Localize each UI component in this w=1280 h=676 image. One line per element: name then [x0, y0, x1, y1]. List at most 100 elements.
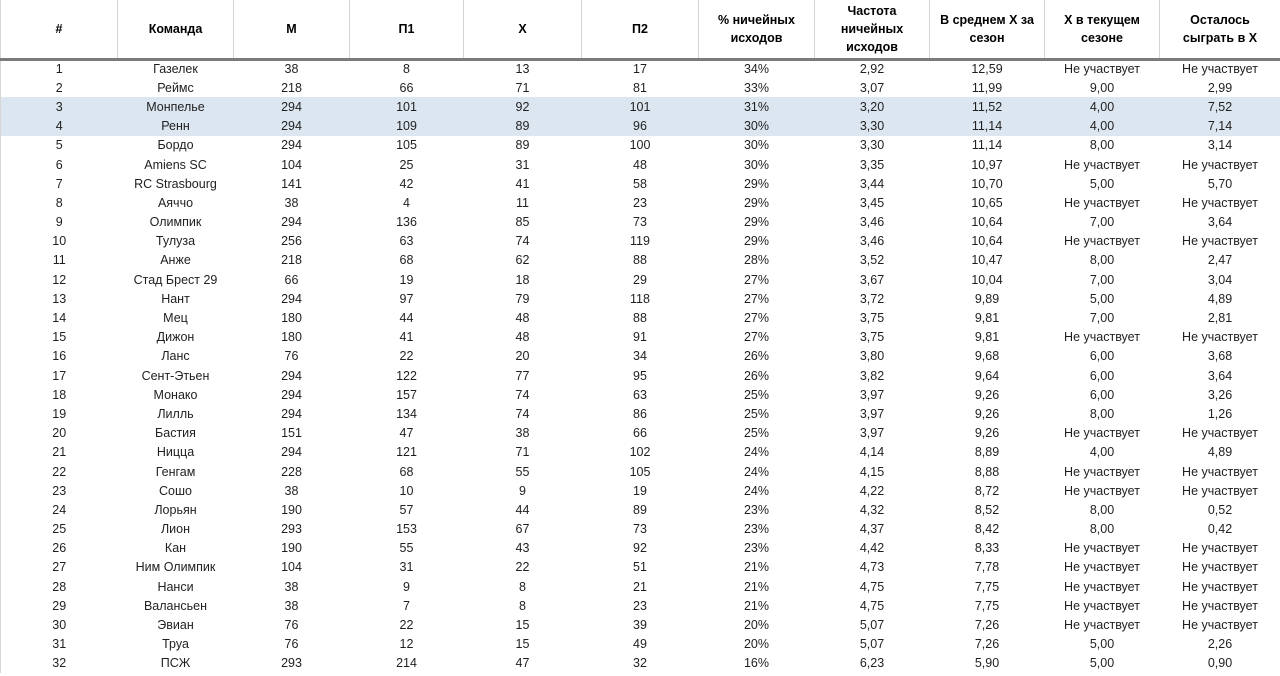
- cell-draw-frequency[interactable]: 3,97: [859, 406, 885, 421]
- cell-p2[interactable]: 100: [629, 138, 651, 153]
- cell-p1[interactable]: 22: [399, 618, 414, 633]
- cell-x-current-season[interactable]: 9,00: [1089, 80, 1115, 95]
- cell-avg-x-per-season[interactable]: 9,89: [974, 291, 1000, 306]
- cell-matches[interactable]: 190: [281, 541, 302, 556]
- cell-rank[interactable]: 9: [55, 215, 63, 230]
- cell-avg-x-per-season[interactable]: 11,14: [971, 138, 1003, 153]
- cell-draw-frequency[interactable]: 3,46: [859, 234, 885, 249]
- cell-matches[interactable]: 218: [281, 80, 302, 95]
- cell-x[interactable]: 89: [515, 138, 530, 153]
- column-header-p1[interactable]: П1: [349, 0, 464, 61]
- cell-x-current-season[interactable]: 5,00: [1089, 176, 1115, 191]
- cell-left-to-play-x[interactable]: Не участвует: [1182, 234, 1258, 249]
- cell-x[interactable]: 18: [515, 272, 530, 287]
- cell-draw-frequency[interactable]: 3,67: [859, 272, 885, 287]
- cell-rank[interactable]: 4: [0, 116, 118, 136]
- cell-matches[interactable]: 38: [284, 483, 299, 498]
- cell-draw-frequency[interactable]: 3,75: [859, 330, 885, 345]
- cell-avg-x-per-season[interactable]: 9,26: [974, 387, 1000, 402]
- cell-p2[interactable]: 102: [629, 445, 651, 460]
- cell-x[interactable]: 15: [515, 618, 530, 633]
- cell-x-current-season[interactable]: 8,00: [1089, 406, 1115, 421]
- cell-draw-frequency[interactable]: 3,30: [859, 138, 885, 153]
- cell-matches[interactable]: 76: [284, 618, 299, 633]
- cell-rank[interactable]: 13: [52, 291, 67, 306]
- cell-draw-percent[interactable]: 27%: [743, 330, 770, 345]
- cell-avg-x-per-season[interactable]: 11,52: [929, 97, 1045, 117]
- cell-draw-frequency[interactable]: 3,44: [859, 176, 885, 191]
- cell-p1[interactable]: 157: [396, 387, 417, 402]
- cell-p1[interactable]: 122: [396, 368, 417, 383]
- cell-avg-x-per-season[interactable]: 11,99: [971, 80, 1003, 95]
- cell-left-to-play-x[interactable]: 0,52: [1207, 502, 1233, 517]
- cell-p2[interactable]: 58: [633, 176, 647, 191]
- cell-avg-x-per-season[interactable]: 9,26: [974, 426, 1000, 441]
- cell-x[interactable]: 22: [515, 560, 530, 575]
- cell-draw-percent[interactable]: 30%: [698, 116, 815, 136]
- cell-p2[interactable]: 19: [633, 483, 647, 498]
- cell-x[interactable]: 71: [515, 445, 530, 460]
- cell-p2[interactable]: 23: [633, 195, 647, 210]
- cell-avg-x-per-season[interactable]: 8,72: [974, 483, 1000, 498]
- cell-avg-x-per-season[interactable]: 9,81: [974, 311, 1000, 326]
- cell-rank[interactable]: 23: [52, 483, 67, 498]
- cell-matches[interactable]: 294: [233, 116, 350, 136]
- cell-draw-percent[interactable]: 23%: [743, 541, 770, 556]
- cell-matches[interactable]: 190: [281, 502, 302, 517]
- cell-draw-percent[interactable]: 21%: [743, 598, 770, 613]
- cell-p2[interactable]: 66: [633, 426, 647, 441]
- cell-p1[interactable]: 10: [399, 483, 414, 498]
- cell-team[interactable]: Amiens SC: [144, 157, 207, 172]
- cell-draw-frequency[interactable]: 4,32: [859, 502, 885, 517]
- cell-x-current-season[interactable]: 8,00: [1089, 253, 1115, 268]
- cell-left-to-play-x[interactable]: 7,52: [1159, 97, 1280, 117]
- cell-draw-percent[interactable]: 25%: [743, 406, 770, 421]
- cell-p1[interactable]: 101: [349, 97, 464, 117]
- cell-p2[interactable]: 21: [633, 579, 647, 594]
- cell-matches[interactable]: 228: [281, 464, 302, 479]
- cell-matches[interactable]: 76: [284, 349, 299, 364]
- cell-x[interactable]: 89: [463, 116, 582, 136]
- cell-draw-frequency[interactable]: 4,37: [859, 522, 885, 537]
- cell-x-current-season[interactable]: Не участвует: [1064, 483, 1140, 498]
- cell-p1[interactable]: 63: [399, 234, 414, 249]
- cell-p2[interactable]: 81: [633, 80, 647, 95]
- cell-p2[interactable]: 89: [633, 502, 647, 517]
- cell-left-to-play-x[interactable]: Не участвует: [1182, 426, 1258, 441]
- cell-matches[interactable]: 294: [281, 387, 302, 402]
- cell-x-current-season[interactable]: 4,00: [1089, 445, 1115, 460]
- cell-draw-frequency[interactable]: 5,07: [859, 618, 885, 633]
- cell-draw-frequency[interactable]: 4,73: [859, 560, 885, 575]
- cell-team[interactable]: Бастия: [155, 426, 196, 441]
- cell-matches[interactable]: 294: [233, 97, 350, 117]
- cell-left-to-play-x[interactable]: Не участвует: [1182, 157, 1258, 172]
- cell-avg-x-per-season[interactable]: 8,52: [974, 502, 1000, 517]
- cell-rank[interactable]: 10: [52, 234, 67, 249]
- cell-left-to-play-x[interactable]: Не участвует: [1182, 560, 1258, 575]
- cell-left-to-play-x[interactable]: 3,14: [1207, 138, 1233, 153]
- cell-draw-frequency[interactable]: 3,52: [859, 253, 885, 268]
- cell-team[interactable]: Тулуза: [155, 234, 196, 249]
- cell-x-current-season[interactable]: 8,00: [1089, 522, 1115, 537]
- cell-avg-x-per-season[interactable]: 8,33: [974, 541, 1000, 556]
- cell-x-current-season[interactable]: Не участвует: [1064, 330, 1140, 345]
- cell-x-current-season[interactable]: 7,00: [1089, 215, 1115, 230]
- cell-team[interactable]: Ним Олимпик: [135, 560, 216, 575]
- cell-team[interactable]: ПСЖ: [160, 656, 191, 671]
- cell-x-current-season[interactable]: 5,00: [1089, 637, 1115, 652]
- cell-left-to-play-x[interactable]: Не участвует: [1182, 464, 1258, 479]
- cell-draw-frequency[interactable]: 3,30: [814, 116, 930, 136]
- cell-team[interactable]: Труа: [162, 637, 189, 652]
- cell-avg-x-per-season[interactable]: 8,89: [974, 445, 1000, 460]
- cell-draw-percent[interactable]: 33%: [743, 80, 770, 95]
- cell-draw-percent[interactable]: 27%: [743, 291, 770, 306]
- cell-draw-frequency[interactable]: 3,45: [859, 195, 885, 210]
- cell-team[interactable]: Сошо: [159, 483, 192, 498]
- cell-p2[interactable]: 119: [630, 234, 650, 249]
- cell-rank[interactable]: 29: [52, 598, 67, 613]
- cell-x-current-season[interactable]: Не участвует: [1064, 598, 1140, 613]
- cell-left-to-play-x[interactable]: 5,70: [1207, 176, 1233, 191]
- cell-x-current-season[interactable]: 6,00: [1089, 349, 1115, 364]
- cell-left-to-play-x[interactable]: Не участвует: [1182, 483, 1258, 498]
- cell-p2[interactable]: 91: [633, 330, 647, 345]
